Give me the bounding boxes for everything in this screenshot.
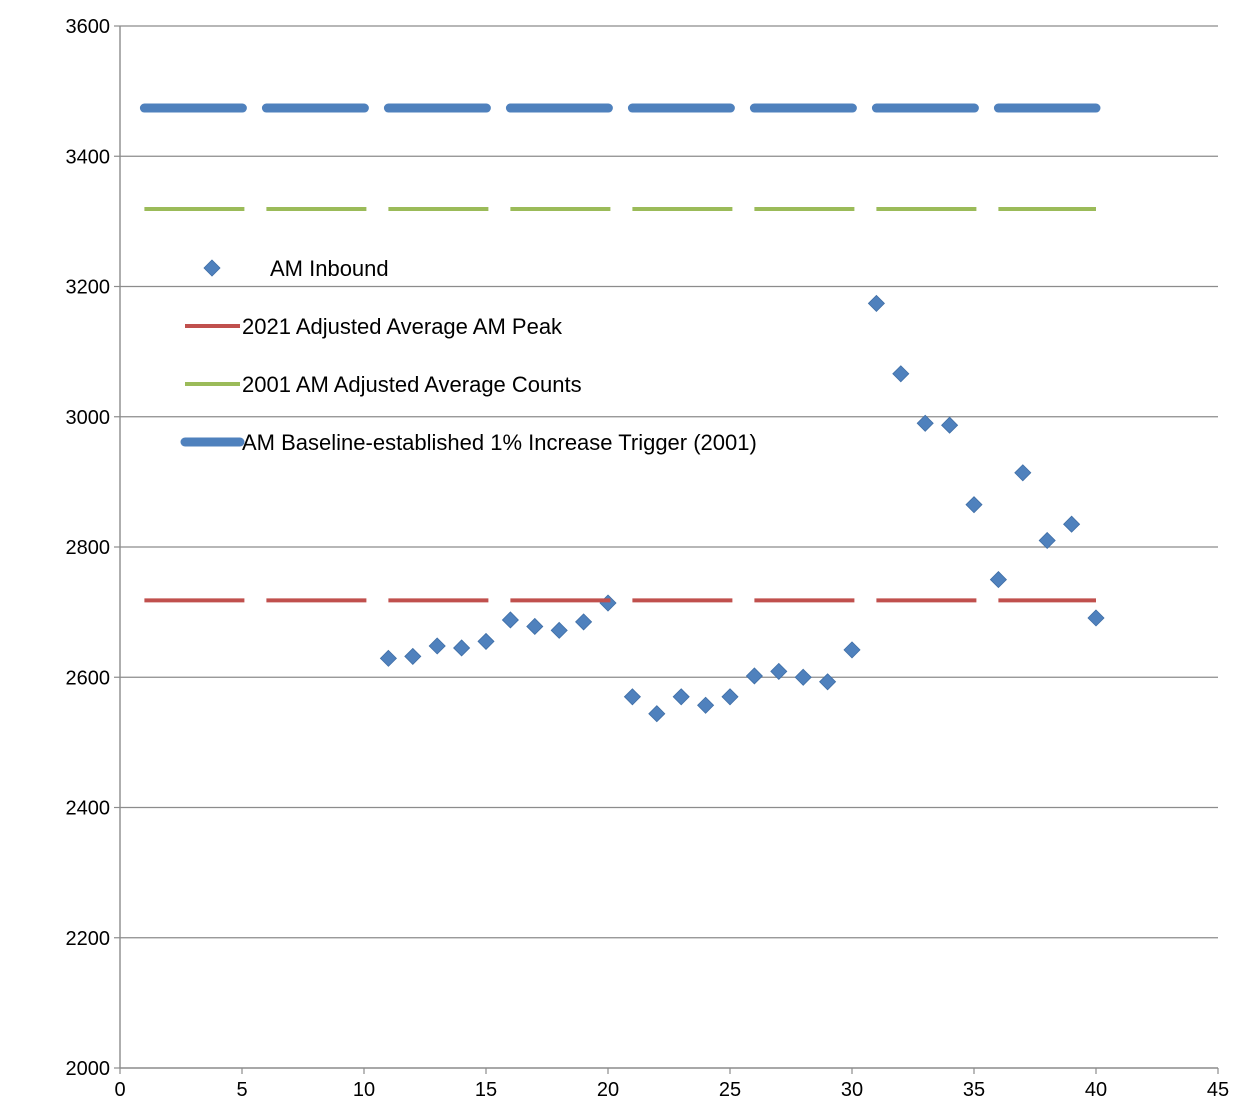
am-inbound-point-28 [794,668,812,686]
am-inbound-point-14 [453,639,471,657]
y-tick-label-2200: 2200 [66,928,111,950]
legend-symbol-am-inbound [203,259,221,277]
am-inbound-point-32 [892,365,910,383]
am-inbound-point-21 [623,688,641,706]
am-inbound-points [379,294,1105,723]
legend: AM Inbound 2021 Adjusted Average AM Peak 2… [180,256,757,455]
axes: 2000 2200 2400 2600 2800 3000 3200 3400 3600 0 5 10… [66,16,1230,1101]
am-inbound-point-13 [428,637,446,655]
x-tick-label-40: 40 [1085,1079,1107,1101]
am-inbound-point-35 [965,496,983,514]
y-tick-label-3400: 3400 [66,146,111,168]
am-inbound-point-19 [575,613,593,631]
legend-label-adjusted-2021: 2021 Adjusted Average AM Peak [242,314,563,339]
x-tick-label-35: 35 [963,1079,985,1101]
y-tick-label-3200: 3200 [66,277,111,299]
x-tick-label-10: 10 [353,1079,375,1101]
y-tick-label-2600: 2600 [66,667,111,689]
legend-label-trigger: AM Baseline-established 1% Increase Trig… [242,430,757,455]
am-inbound-point-26 [745,667,763,685]
y-tick-label-3000: 3000 [66,407,111,429]
am-inbound-point-36 [989,570,1007,589]
am-inbound-point-29 [819,673,837,691]
plot-series [136,100,1105,723]
x-tick-label-20: 20 [597,1079,619,1101]
y-tick-label-2800: 2800 [66,537,111,559]
am-inbound-point-38 [1038,531,1056,550]
y-tick-label-3600: 3600 [66,16,111,38]
y-tick-label-2400: 2400 [66,798,111,820]
am-inbound-point-25 [721,688,739,706]
am-inbound-point-33 [916,414,934,432]
am-inbound-point-30 [843,641,861,659]
am-inbound-point-23 [672,688,690,706]
am-inbound-point-17 [526,617,544,636]
legend-label-adjusted-2001: 2001 AM Adjusted Average Counts [242,372,582,397]
x-tick-label-5: 5 [236,1079,247,1101]
am-inbound-point-37 [1014,464,1032,482]
am-inbound-point-24 [697,696,715,714]
am-inbound-point-22 [648,705,666,723]
y-tick-label-2000: 2000 [66,1058,111,1080]
am-inbound-point-39 [1063,515,1081,533]
am-inbound-point-12 [404,647,422,665]
legend-label-am-inbound: AM Inbound [270,256,389,281]
am-inbound-point-34 [941,416,959,434]
x-tick-label-25: 25 [719,1079,741,1101]
x-tick-label-0: 0 [114,1079,125,1101]
am-inbound-point-27 [770,662,788,680]
x-tick-label-45: 45 [1207,1079,1229,1101]
am-inbound-point-40 [1087,609,1105,627]
am-inbound-point-18 [550,621,568,639]
x-tick-label-30: 30 [841,1079,863,1101]
am-inbound-point-15 [477,632,495,650]
x-tick-label-15: 15 [475,1079,497,1101]
am-inbound-point-16 [501,611,519,629]
am-inbound-point-11 [379,649,397,667]
am-inbound-point-31 [867,294,885,312]
gridlines [120,25,1218,939]
